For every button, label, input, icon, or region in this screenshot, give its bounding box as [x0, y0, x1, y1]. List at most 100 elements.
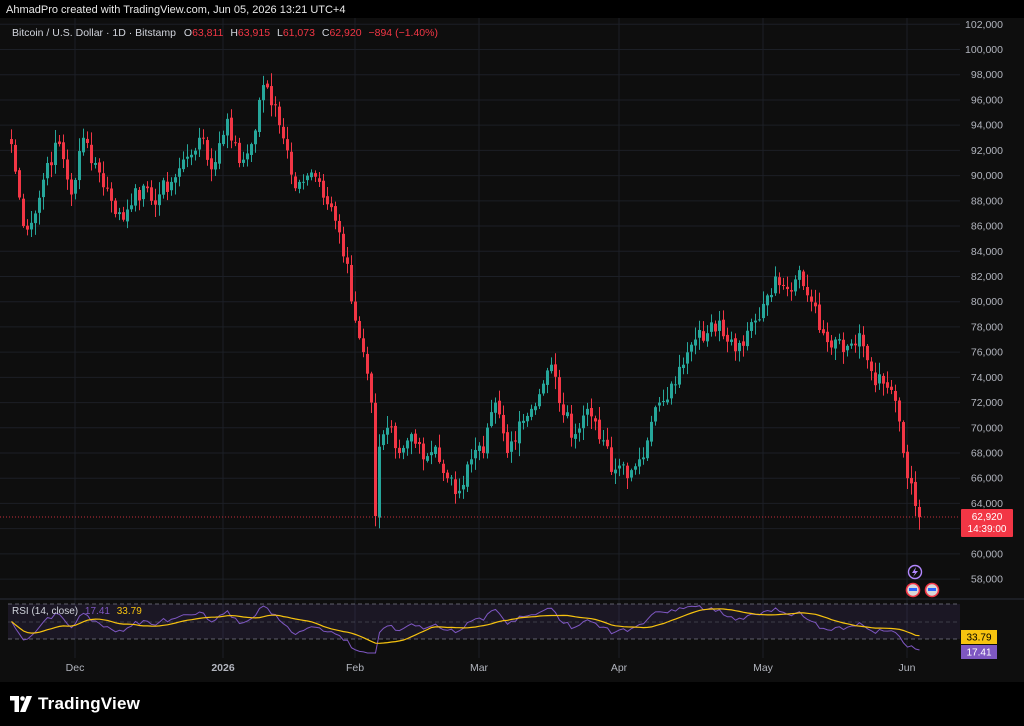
candle[interactable]: [774, 276, 777, 294]
candle[interactable]: [858, 333, 861, 347]
candle[interactable]: [110, 188, 113, 201]
candle[interactable]: [810, 296, 813, 302]
candle[interactable]: [362, 338, 365, 353]
candle[interactable]: [542, 383, 545, 394]
candle[interactable]: [114, 200, 117, 215]
candle[interactable]: [294, 176, 297, 189]
candle[interactable]: [210, 158, 213, 170]
candle[interactable]: [794, 279, 797, 292]
candle[interactable]: [906, 451, 909, 479]
candle[interactable]: [422, 443, 425, 460]
candle[interactable]: [14, 144, 17, 172]
candle[interactable]: [554, 364, 557, 377]
candle[interactable]: [118, 212, 121, 215]
candle[interactable]: [290, 151, 293, 175]
candle[interactable]: [590, 408, 593, 417]
candle[interactable]: [306, 175, 309, 181]
candle[interactable]: [198, 137, 201, 150]
price-chart[interactable]: 102,000 100,000 98,000 96,000 94,000 92,000 90…: [0, 18, 1024, 682]
candle[interactable]: [854, 343, 857, 346]
candle[interactable]: [570, 413, 573, 438]
candle[interactable]: [310, 172, 313, 178]
candle[interactable]: [710, 322, 713, 332]
candle[interactable]: [450, 477, 453, 479]
candle[interactable]: [770, 294, 773, 298]
candle[interactable]: [890, 386, 893, 390]
candle[interactable]: [138, 189, 141, 201]
candle[interactable]: [222, 134, 225, 145]
candle[interactable]: [326, 196, 329, 205]
candle[interactable]: [434, 446, 437, 454]
brand[interactable]: TradingView: [10, 694, 140, 714]
candle[interactable]: [862, 334, 865, 347]
candle[interactable]: [678, 366, 681, 385]
candle[interactable]: [766, 295, 769, 306]
candle[interactable]: [150, 187, 153, 201]
candle[interactable]: [262, 85, 265, 101]
candle[interactable]: [298, 181, 301, 189]
candle[interactable]: [790, 290, 793, 292]
candle[interactable]: [478, 445, 481, 451]
candle[interactable]: [610, 447, 613, 472]
candle[interactable]: [426, 456, 429, 461]
candle[interactable]: [10, 139, 13, 145]
candle[interactable]: [18, 170, 21, 198]
candle[interactable]: [406, 440, 409, 449]
candle[interactable]: [234, 142, 237, 144]
candle[interactable]: [218, 143, 221, 164]
candle[interactable]: [214, 162, 217, 170]
candle[interactable]: [266, 83, 269, 88]
candle[interactable]: [670, 383, 673, 399]
candle[interactable]: [250, 144, 253, 155]
candle[interactable]: [562, 404, 565, 416]
candle[interactable]: [694, 339, 697, 346]
candle[interactable]: [658, 402, 661, 406]
candle[interactable]: [382, 434, 385, 446]
candle[interactable]: [762, 303, 765, 319]
candle[interactable]: [738, 342, 741, 352]
candle[interactable]: [522, 420, 525, 423]
candle[interactable]: [866, 345, 869, 361]
candle[interactable]: [338, 220, 341, 233]
candle[interactable]: [598, 419, 601, 440]
candle[interactable]: [722, 319, 725, 337]
candle[interactable]: [30, 222, 33, 230]
candle[interactable]: [430, 452, 433, 456]
candle[interactable]: [410, 434, 413, 442]
candle[interactable]: [358, 320, 361, 339]
candle[interactable]: [74, 179, 77, 194]
candle[interactable]: [718, 320, 721, 331]
candle[interactable]: [502, 414, 505, 434]
candle[interactable]: [242, 159, 245, 163]
candle[interactable]: [162, 180, 165, 195]
candle[interactable]: [438, 447, 441, 462]
candle[interactable]: [334, 206, 337, 221]
candle[interactable]: [418, 442, 421, 445]
candle[interactable]: [654, 407, 657, 422]
candle[interactable]: [190, 154, 193, 158]
candle[interactable]: [346, 257, 349, 264]
candle[interactable]: [662, 401, 665, 403]
candle[interactable]: [58, 141, 61, 145]
candle[interactable]: [914, 481, 917, 506]
candle[interactable]: [806, 286, 809, 296]
candle[interactable]: [798, 270, 801, 280]
candle[interactable]: [698, 329, 701, 338]
candle[interactable]: [42, 179, 45, 198]
candle[interactable]: [26, 225, 29, 230]
candle[interactable]: [370, 373, 373, 403]
candle[interactable]: [594, 418, 597, 422]
candle[interactable]: [402, 447, 405, 453]
candle[interactable]: [534, 406, 537, 411]
candle[interactable]: [786, 286, 789, 290]
candle[interactable]: [622, 464, 625, 466]
candle[interactable]: [626, 465, 629, 479]
candle[interactable]: [98, 162, 101, 173]
candle[interactable]: [146, 186, 149, 189]
candle[interactable]: [174, 177, 177, 183]
candle[interactable]: [158, 194, 161, 206]
candle[interactable]: [834, 339, 837, 349]
candle[interactable]: [286, 139, 289, 151]
candle[interactable]: [354, 301, 357, 321]
candle[interactable]: [886, 382, 889, 388]
